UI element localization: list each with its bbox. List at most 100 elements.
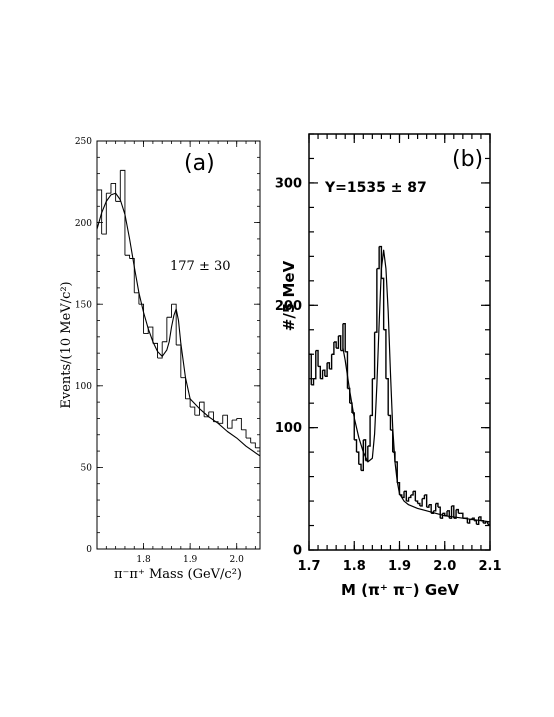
histogram-bin: [435, 502, 439, 508]
histogram-bin: [426, 504, 430, 508]
histogram-bin: [410, 491, 414, 496]
panel-b-x-tick-label: 2.0: [433, 559, 456, 574]
panel-a-y-tick-label: 250: [75, 137, 92, 147]
panel-a-histogram: [97, 169, 260, 449]
histogram-bin: [333, 341, 337, 349]
histogram-bin: [199, 401, 205, 417]
histogram-bin: [218, 415, 224, 424]
histogram-bin: [456, 508, 460, 514]
histogram-bin: [390, 429, 394, 453]
histogram-bin: [322, 369, 326, 377]
histogram-bin: [361, 439, 364, 472]
histogram-bin: [383, 329, 387, 379]
histogram-bin: [401, 491, 405, 499]
histogram-bin: [447, 510, 450, 519]
histogram-bin: [110, 182, 117, 202]
histogram-bin: [376, 246, 380, 270]
histogram-bin: [338, 335, 342, 351]
panel-a-x-tick-label: 1.9: [183, 555, 198, 565]
histogram-bin: [311, 378, 315, 386]
histogram-bin: [478, 516, 482, 521]
panel-b-x-tick-label: 2.1: [478, 559, 501, 574]
histogram-bin: [356, 451, 360, 465]
histogram-bin: [358, 463, 362, 471]
histogram-bin: [474, 519, 478, 525]
histogram-bin: [320, 370, 324, 380]
panel-b-y-tick-label: 300: [275, 176, 302, 191]
histogram-bin: [162, 317, 168, 343]
panel-b-histogram: [309, 245, 490, 526]
histogram-bin: [176, 344, 182, 378]
histogram-bin: [315, 349, 319, 367]
histogram-bin: [134, 292, 140, 305]
histogram-bin: [250, 442, 256, 448]
panel-a-x-axis-title: π⁻π⁺ Mass (GeV/c²): [114, 567, 242, 582]
histogram-bin: [372, 332, 376, 380]
panel-a-y-tick-label: 50: [81, 464, 93, 474]
panel-a-x-tick-label: 2.0: [230, 555, 245, 565]
histogram-bin: [318, 365, 322, 379]
histogram-bin: [408, 494, 412, 499]
panel-a-label: (a): [184, 151, 215, 176]
histogram-bin: [394, 461, 398, 483]
histogram-bin: [370, 378, 374, 417]
histogram-bin: [222, 414, 228, 429]
histogram-bin: [385, 378, 389, 416]
histogram-bin: [171, 303, 177, 345]
histogram-bin: [241, 429, 247, 439]
histogram-bin: [120, 169, 126, 256]
histogram-bin: [354, 439, 358, 453]
histogram-bin: [185, 398, 191, 408]
panel-b-x-tick-label: 1.8: [343, 559, 366, 574]
histogram-bin: [157, 341, 163, 359]
histogram-bin: [417, 502, 421, 506]
histogram-bin: [367, 415, 371, 447]
panel-b-x-tick-label: 1.9: [388, 559, 411, 574]
histogram-bin: [138, 303, 145, 334]
histogram-bin: [190, 406, 196, 416]
histogram-bin: [453, 509, 457, 519]
histogram-bin: [351, 412, 355, 440]
histogram-bin: [419, 498, 423, 507]
histogram-bin: [236, 417, 242, 430]
histogram-bin: [413, 490, 417, 502]
histogram-bin: [227, 420, 233, 429]
histogram-bin: [180, 377, 186, 399]
panel-a-y-tick-label: 200: [75, 219, 92, 229]
panel-b-y-tick-label: 200: [275, 299, 302, 314]
histogram-bin: [97, 189, 103, 235]
histogram-bin: [460, 512, 464, 519]
panel-a-ticks: 1.8 1.9 2.0 0 50 100 150 200 250: [75, 137, 260, 565]
histogram-bin: [246, 437, 252, 443]
panel-b-y-tick-label: 0: [293, 544, 302, 559]
panel-a-y-axis-title: Events/(10 MeV/c²): [59, 281, 74, 408]
histogram-bin: [124, 254, 131, 259]
histogram-bin: [381, 277, 385, 330]
panel-a-y-tick-label: 150: [75, 300, 92, 310]
panel-a-annotation: 177 ± 30: [170, 259, 231, 274]
panel-b-label: (b): [452, 147, 483, 172]
panel-b: 1.7 1.8 1.9 2.0 2.1 0 100 200 300 (b) Y=1535 ± 8…: [275, 133, 502, 599]
histogram-bin: [342, 322, 346, 352]
histogram-bin: [152, 342, 158, 359]
histogram-bin: [327, 362, 331, 369]
histogram-bin: [232, 418, 238, 421]
histogram-bin: [148, 326, 154, 344]
histogram-bin: [331, 342, 335, 355]
panel-b-annotation: Y=1535 ± 87: [324, 180, 427, 196]
panel-b-y-axis-title: #/5 MeV: [280, 260, 298, 331]
histogram-bin: [424, 494, 428, 508]
panel-a-y-tick-label: 100: [75, 382, 92, 392]
histogram-bin: [374, 268, 378, 333]
histogram-bin: [208, 411, 214, 422]
panel-b-x-axis-title: M (π⁺ π⁻) GeV: [341, 581, 459, 599]
panel-a-fit-curve: [96, 192, 261, 457]
histogram-bin: [476, 516, 480, 526]
histogram-bin: [415, 500, 419, 504]
panel-a-y-tick-label: 0: [86, 545, 92, 555]
histogram-bin: [422, 494, 426, 500]
histogram-bin: [129, 258, 135, 293]
histogram-bin: [433, 503, 437, 512]
fit-curve-line: [342, 249, 491, 523]
histogram-bin: [329, 354, 333, 370]
